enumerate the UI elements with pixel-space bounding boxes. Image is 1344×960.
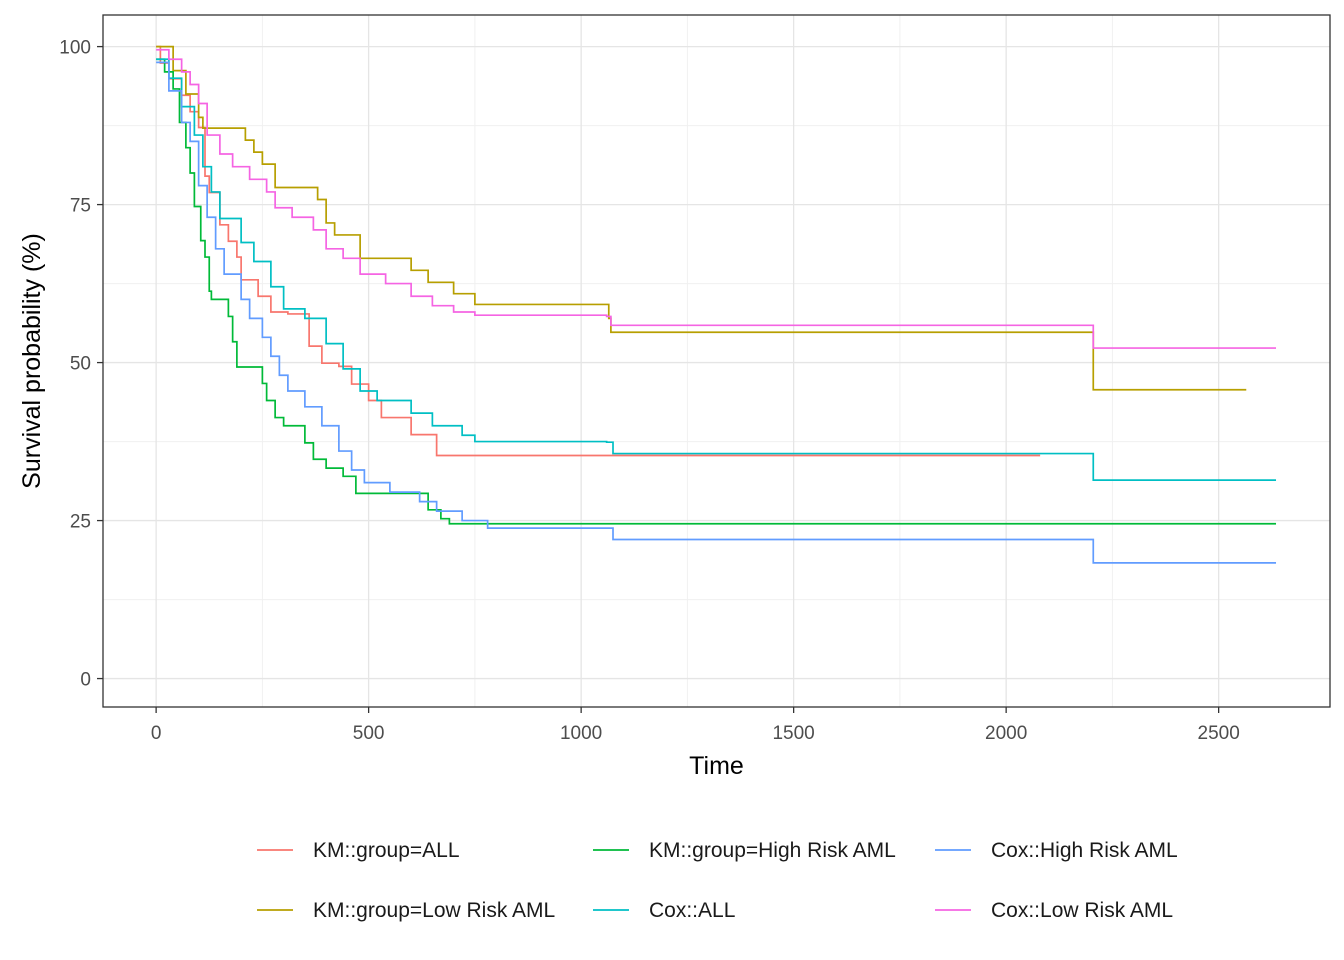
legend-label: KM::group=ALL bbox=[313, 839, 460, 862]
x-axis: 0 500 1000 1500 2000 2500 bbox=[151, 707, 1240, 744]
series-line-4 bbox=[156, 61, 1277, 564]
x-tick-label: 500 bbox=[353, 723, 385, 744]
legend-label: Cox::Low Risk AML bbox=[991, 899, 1173, 922]
x-tick-label: 0 bbox=[151, 723, 162, 744]
legend-item: KM::group=Low Risk AML bbox=[257, 899, 555, 922]
y-tick-label: 75 bbox=[70, 196, 91, 217]
legend-item: Cox::Low Risk AML bbox=[935, 899, 1173, 922]
legend-item: Cox::ALL bbox=[593, 899, 735, 922]
grid-major bbox=[103, 15, 1330, 707]
legend-label: KM::group=Low Risk AML bbox=[313, 899, 555, 922]
series-line-5 bbox=[156, 48, 1277, 349]
y-tick-label: 25 bbox=[70, 512, 91, 533]
legend: KM::group=ALL KM::group=High Risk AML Cox:… bbox=[257, 839, 1178, 922]
plot-panel-border bbox=[102, 14, 1331, 708]
legend-item: KM::group=High Risk AML bbox=[593, 839, 896, 862]
y-axis: 0 25 50 75 100 bbox=[59, 38, 103, 691]
legend-item: KM::group=ALL bbox=[257, 839, 460, 862]
x-tick-label: 2500 bbox=[1198, 723, 1240, 744]
series-line-2 bbox=[156, 58, 1277, 525]
legend-label: KM::group=High Risk AML bbox=[649, 839, 896, 862]
x-axis-title: Time bbox=[689, 752, 744, 780]
series-layer bbox=[156, 45, 1277, 564]
legend-label: Cox::ALL bbox=[649, 899, 735, 922]
y-axis-title: Survival probability (%) bbox=[18, 233, 46, 489]
grid-minor bbox=[103, 15, 1330, 707]
series-line-3 bbox=[156, 58, 1277, 481]
x-tick-label: 2000 bbox=[985, 723, 1027, 744]
legend-item: Cox::High Risk AML bbox=[935, 839, 1178, 862]
x-tick-label: 1500 bbox=[772, 723, 814, 744]
series-line-0 bbox=[156, 45, 1041, 457]
y-tick-label: 50 bbox=[70, 354, 91, 375]
legend-label: Cox::High Risk AML bbox=[991, 839, 1178, 862]
y-tick-label: 100 bbox=[59, 38, 91, 59]
y-tick-label: 0 bbox=[80, 670, 91, 691]
x-tick-label: 1000 bbox=[560, 723, 602, 744]
series-line-1 bbox=[156, 45, 1247, 391]
